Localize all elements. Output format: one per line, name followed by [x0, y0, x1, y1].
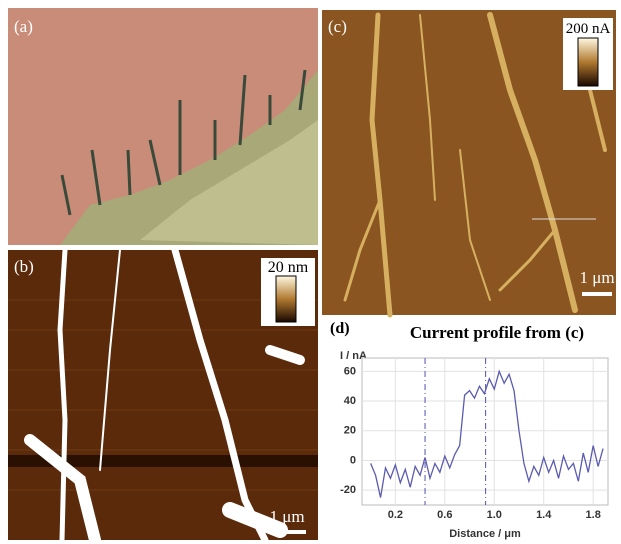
panel-label: (a) [14, 17, 33, 36]
x-tick-label: 0.2 [388, 509, 403, 521]
x-axis-label: Distance / μm [449, 528, 521, 540]
panel-b: 20 nm 1 μm (b) [8, 250, 318, 540]
panel-d: (d) Current profile from (c) I / nA Dist… [330, 320, 608, 540]
figure: (a) 20 nm 1 μm (b) [0, 0, 621, 544]
x-tick-label: 1.4 [536, 509, 552, 521]
y-tick-label: 40 [344, 395, 356, 407]
panel-label: (c) [328, 17, 347, 36]
y-tick-label: 20 [344, 425, 356, 437]
panel-label: (b) [14, 257, 34, 276]
panel-c: 200 nA 1 μm (c) [322, 10, 616, 315]
scale-bar-label: 1 μm [579, 268, 614, 287]
x-tick-label: 0.6 [437, 509, 452, 521]
chart-title: Current profile from (c) [410, 323, 584, 342]
y-tick-label: 0 [350, 454, 356, 466]
x-tick-label: 1.8 [586, 509, 601, 521]
colorbar-label: 20 nm [268, 259, 309, 276]
colorbar-label: 200 nA [566, 21, 611, 37]
panel-label: (d) [330, 320, 350, 337]
x-tick-label: 1.0 [487, 509, 502, 521]
y-tick-label: -20 [340, 484, 356, 496]
panel-a: (a) [8, 8, 318, 245]
y-tick-label: 60 [344, 365, 356, 377]
plot-area [362, 358, 608, 505]
scale-bar-label: 1 μm [269, 507, 304, 526]
